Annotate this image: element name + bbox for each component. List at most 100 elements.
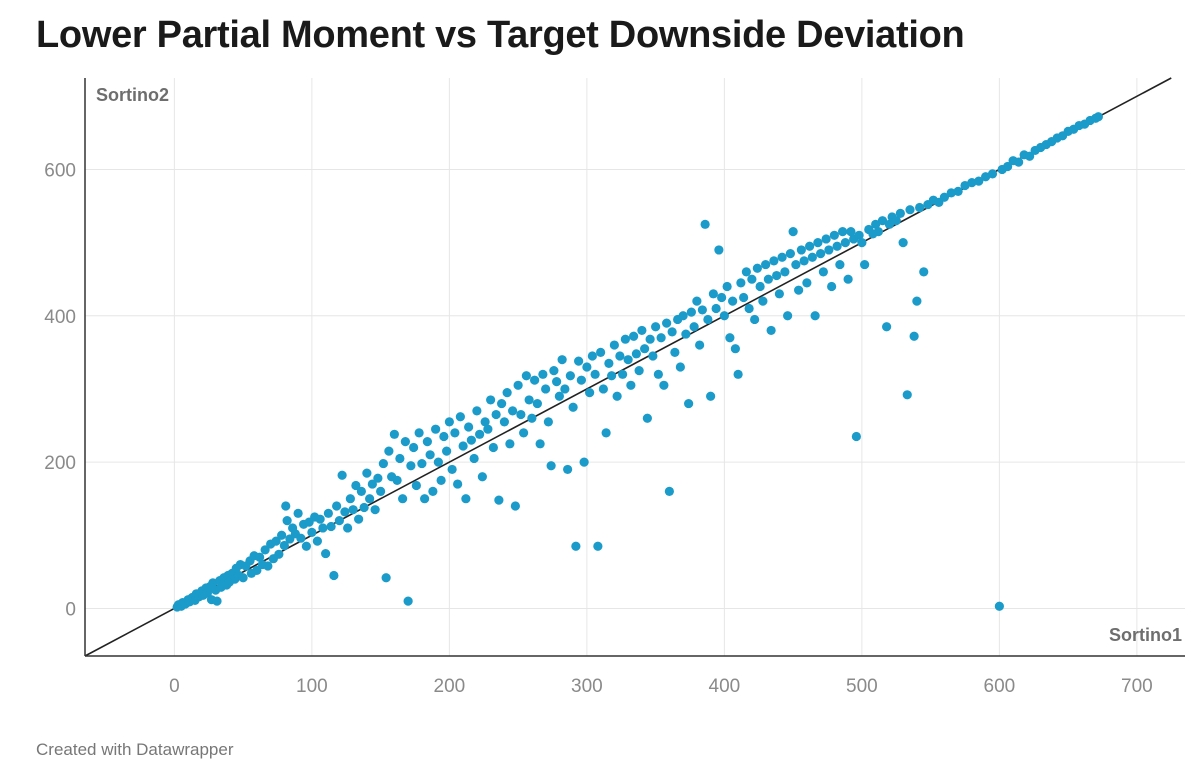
y-tick-label: 600 xyxy=(44,160,76,181)
y-tick-label: 0 xyxy=(65,599,76,620)
data-point xyxy=(656,333,666,343)
data-point xyxy=(560,384,570,394)
data-point xyxy=(780,267,790,277)
data-point xyxy=(967,178,977,188)
data-point xyxy=(898,238,908,248)
data-point xyxy=(277,530,287,540)
x-tick-label: 600 xyxy=(984,676,1016,697)
data-point xyxy=(626,380,636,390)
data-point xyxy=(725,333,735,343)
data-point xyxy=(609,340,619,350)
data-point xyxy=(629,331,639,341)
data-point xyxy=(670,347,680,357)
data-point xyxy=(554,391,564,401)
data-point xyxy=(915,202,925,213)
data-point xyxy=(444,417,454,427)
data-point xyxy=(337,470,347,480)
data-point xyxy=(389,429,399,439)
data-point xyxy=(796,245,806,255)
data-point xyxy=(813,238,823,248)
chart-footer: Created with Datawrapper xyxy=(36,740,234,759)
data-point xyxy=(706,391,716,401)
data-point xyxy=(843,274,853,284)
data-point xyxy=(508,406,518,416)
data-point xyxy=(700,219,710,229)
data-point xyxy=(871,219,881,229)
data-point xyxy=(530,375,540,385)
data-point xyxy=(321,548,331,559)
data-point xyxy=(851,431,861,442)
data-point xyxy=(384,446,394,456)
data-point xyxy=(541,384,551,394)
data-point xyxy=(417,458,427,469)
data-point xyxy=(469,453,479,464)
data-point xyxy=(634,366,644,376)
data-point xyxy=(395,453,405,464)
data-point xyxy=(816,248,826,259)
data-point xyxy=(549,366,559,376)
data-point xyxy=(403,596,413,606)
data-point xyxy=(307,527,317,537)
data-point xyxy=(791,259,801,270)
data-point xyxy=(744,303,754,314)
data-point xyxy=(263,561,273,571)
data-point xyxy=(766,325,776,336)
data-point xyxy=(365,494,375,504)
data-point xyxy=(420,494,430,504)
data-point xyxy=(464,422,474,432)
data-point xyxy=(582,362,592,372)
data-point xyxy=(587,351,597,361)
data-point xyxy=(535,439,545,449)
data-point xyxy=(279,540,289,551)
data-point xyxy=(367,479,377,489)
data-point xyxy=(212,596,222,606)
data-point xyxy=(563,464,573,475)
data-point xyxy=(252,565,262,575)
data-point xyxy=(557,355,567,365)
grid-lines xyxy=(85,78,1185,656)
data-point xyxy=(640,344,650,354)
data-point xyxy=(909,331,919,341)
data-point xyxy=(565,371,575,381)
data-point xyxy=(494,495,504,505)
data-point xyxy=(461,494,471,504)
data-point xyxy=(645,334,655,344)
data-point xyxy=(453,479,463,489)
data-point xyxy=(653,369,663,379)
data-point xyxy=(717,292,727,303)
data-point xyxy=(664,486,674,496)
data-point xyxy=(752,263,762,273)
data-point xyxy=(502,388,512,398)
data-point xyxy=(736,278,746,288)
data-point xyxy=(604,358,614,368)
data-point xyxy=(598,384,608,394)
data-point xyxy=(332,501,342,511)
data-point xyxy=(637,325,647,336)
data-point xyxy=(821,234,831,244)
tick-labels: 0 100 200 300 400 500 600 700 0 200 400 600 xyxy=(44,160,1152,697)
data-point xyxy=(987,169,998,179)
axes xyxy=(84,78,1185,657)
data-point xyxy=(827,281,837,292)
data-point xyxy=(974,176,984,186)
data-point xyxy=(769,256,779,266)
data-point xyxy=(293,508,303,518)
x-tick-label: 200 xyxy=(434,676,466,697)
x-tick-label: 500 xyxy=(846,676,878,697)
data-point xyxy=(758,296,768,306)
data-point xyxy=(362,468,372,478)
data-point xyxy=(271,536,281,546)
data-point xyxy=(274,549,284,559)
data-point xyxy=(428,486,438,496)
data-point xyxy=(442,446,452,456)
data-point xyxy=(1014,157,1024,167)
data-point xyxy=(576,375,586,385)
data-point xyxy=(370,505,380,515)
data-point xyxy=(939,192,949,202)
data-point xyxy=(642,413,652,423)
data-point xyxy=(675,362,685,372)
data-point xyxy=(422,437,432,447)
data-point xyxy=(348,505,358,515)
data-point xyxy=(615,351,625,361)
data-point xyxy=(905,205,915,215)
